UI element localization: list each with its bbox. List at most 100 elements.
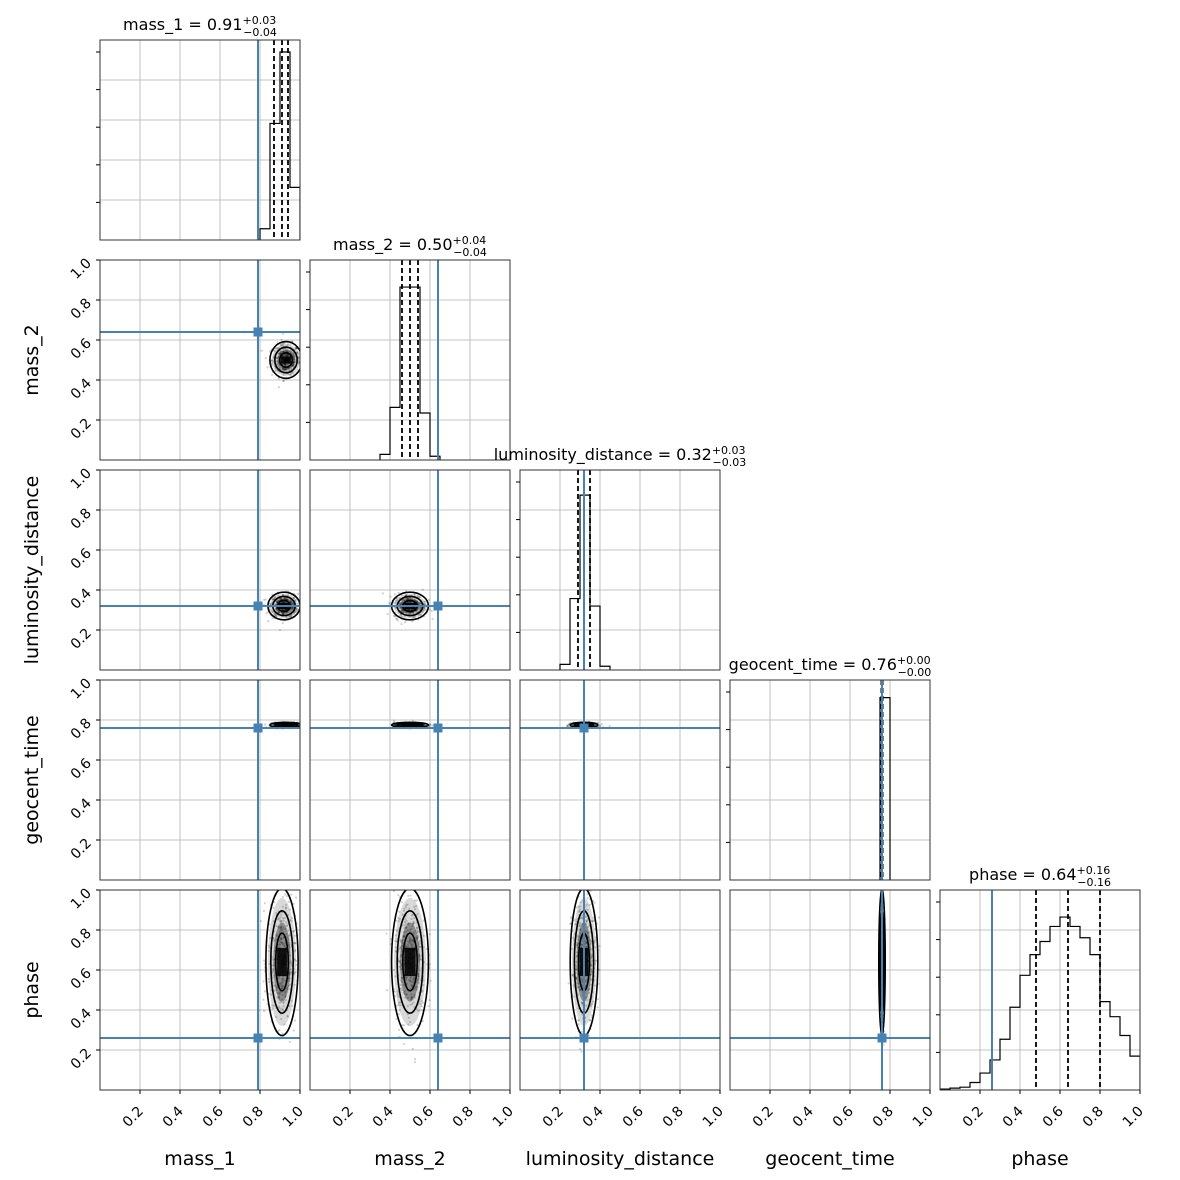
sample-point [576,942,579,945]
sample-point [278,946,281,949]
truth-marker [253,327,263,337]
sample-point [284,957,287,960]
sample-point [418,608,422,611]
sample-point [291,363,294,366]
sample-point [291,364,294,367]
sample-point [286,357,289,360]
sample-point [276,991,279,994]
x-ticks-geocent_time: 0.2 0.4 0.6 0.8 1.0 [750,1103,937,1130]
sample-point [407,961,410,964]
sample-point [263,1009,266,1013]
sample-point [586,999,589,1002]
sample-point [599,724,602,728]
sample-point [405,607,408,610]
sample-point [284,368,287,372]
sample-point [410,981,413,984]
sample-point [420,1005,423,1008]
sample-point [290,601,293,604]
sample-point [409,941,412,944]
sample-point [585,919,588,922]
sample-point [398,960,401,963]
sample-point [293,972,296,975]
sample-point [580,947,583,950]
x-tick-label: 0.8 [240,1104,267,1131]
sample-point [284,903,288,906]
sample-point [411,945,414,948]
sample-point [280,925,283,928]
sample-point [281,981,284,984]
sample-point [394,599,398,602]
sample-point [411,925,414,928]
sample-point [415,599,418,602]
panel-title-mass_1: mass_1 = 0.91+0.03 −0.04 [123,14,277,39]
sample-point [279,967,282,970]
sample-point [406,611,409,614]
sample-point [409,970,412,973]
sample-point [262,998,265,1001]
sample-point [413,970,416,973]
sample-point [281,611,284,615]
sample-point [422,723,426,727]
sample-point [283,597,286,601]
sample-point [291,354,294,357]
sample-point [302,974,304,976]
sample-point [273,603,276,606]
sample-point [418,955,421,958]
sample-point [276,972,279,975]
sample-point [283,357,286,360]
sample-point [271,971,274,974]
sample-point [408,601,411,604]
sample-point [402,598,405,601]
sample-point [288,610,292,613]
x-tick-label: 0.2 [120,1104,147,1131]
sample-point [397,916,400,919]
sample-point [404,906,407,909]
hist-geocent_time-frame [729,679,931,881]
sample-point [284,607,287,610]
sample-point [411,947,415,951]
sample-point [405,602,408,605]
sample-point [273,939,276,942]
y-tick-label: 0.4 [68,795,95,822]
sample-point [585,919,588,922]
sample-point [265,612,268,615]
sample-point [283,601,286,604]
sample-point [566,724,569,727]
sample-point [281,367,284,370]
sample-point [394,934,398,937]
scatter-mass_2-geocent_time-frame [309,679,511,881]
sample-point [402,935,405,939]
sample-point [413,969,416,972]
sample-point [586,931,589,934]
y-tick-label: 1.0 [68,676,95,703]
density-peak [281,722,291,728]
sample-point [410,914,414,917]
sample-point [402,598,405,601]
sample-point [284,368,287,372]
sample-point [287,359,291,362]
sample-point [280,368,283,371]
scatter-mass_1-phase-frame [99,889,301,1091]
sample-point [282,955,285,959]
sample-point [283,357,287,361]
sample-point [271,598,275,601]
sample-point [279,936,283,939]
sample-point [584,942,587,945]
sample-point [411,608,414,611]
sample-point [586,959,589,962]
sample-point [591,1000,595,1003]
sample-point [584,980,587,983]
sample-point [280,606,283,609]
sample-point [290,606,293,610]
sample-point [303,725,305,727]
sample-point [409,998,413,1001]
sample-point [270,373,274,376]
sample-point [271,969,274,972]
sample-point [286,343,289,346]
sample-point [282,361,285,364]
sample-point [281,606,284,610]
sample-point [594,984,597,987]
sample-point [421,1009,424,1012]
sample-point [403,959,406,962]
sample-point [279,602,282,606]
